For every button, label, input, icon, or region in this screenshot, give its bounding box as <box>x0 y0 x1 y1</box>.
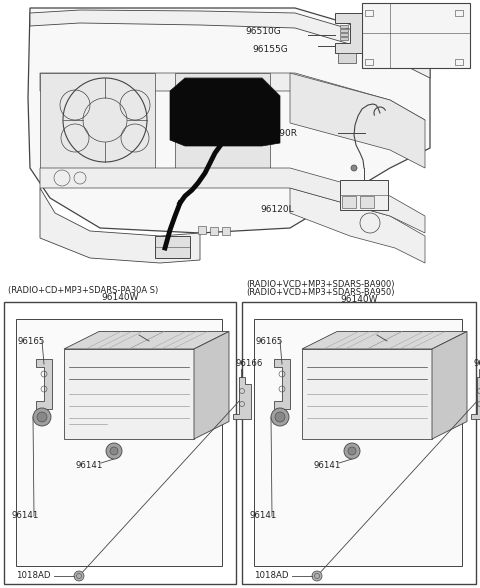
Bar <box>365 10 373 16</box>
Polygon shape <box>175 73 270 168</box>
Text: 96155G: 96155G <box>252 45 288 54</box>
Bar <box>365 59 373 65</box>
Circle shape <box>275 412 285 422</box>
Text: 96166: 96166 <box>473 359 480 369</box>
Polygon shape <box>233 377 251 419</box>
Bar <box>455 59 463 65</box>
Polygon shape <box>40 188 200 263</box>
Text: 96141: 96141 <box>314 460 341 469</box>
Polygon shape <box>274 359 290 409</box>
Polygon shape <box>30 10 430 78</box>
Text: 96165: 96165 <box>256 336 283 346</box>
Polygon shape <box>64 349 194 439</box>
Text: 96141: 96141 <box>12 512 39 520</box>
Text: 1018AD: 1018AD <box>254 572 288 580</box>
Circle shape <box>33 408 51 426</box>
Text: 96100S: 96100S <box>119 336 152 346</box>
Polygon shape <box>302 332 467 349</box>
Polygon shape <box>194 332 229 439</box>
Bar <box>2 3 478 293</box>
Text: 96166: 96166 <box>235 359 263 369</box>
Bar <box>254 319 462 566</box>
Polygon shape <box>36 359 52 409</box>
Circle shape <box>348 447 356 455</box>
Polygon shape <box>302 349 432 439</box>
Bar <box>338 53 356 63</box>
Polygon shape <box>28 8 430 233</box>
Circle shape <box>312 571 322 581</box>
Text: 96100S: 96100S <box>357 336 390 346</box>
Polygon shape <box>290 73 425 168</box>
Text: 96120L: 96120L <box>260 205 294 215</box>
Circle shape <box>106 443 122 459</box>
Text: 96190R: 96190R <box>262 129 297 138</box>
Bar <box>4 302 236 584</box>
Text: (RADIO+VCD+MP3+SDARS-BA900): (RADIO+VCD+MP3+SDARS-BA900) <box>246 279 395 289</box>
Polygon shape <box>40 73 425 138</box>
Polygon shape <box>432 332 467 439</box>
Circle shape <box>110 447 118 455</box>
Text: 96141: 96141 <box>76 460 103 469</box>
Bar <box>340 29 348 32</box>
Circle shape <box>271 408 289 426</box>
Bar <box>210 227 218 235</box>
Text: (RADIO+CD+MP3+SDARS-PA30A S): (RADIO+CD+MP3+SDARS-PA30A S) <box>8 286 158 295</box>
Polygon shape <box>471 377 480 419</box>
Bar <box>362 3 470 68</box>
Polygon shape <box>64 332 229 349</box>
Text: 1018AD: 1018AD <box>16 572 50 580</box>
Circle shape <box>37 412 47 422</box>
Bar <box>16 319 222 566</box>
Polygon shape <box>335 13 362 53</box>
Circle shape <box>74 571 84 581</box>
Bar <box>198 226 206 234</box>
Bar <box>155 236 190 258</box>
Bar <box>340 33 348 36</box>
Bar <box>455 10 463 16</box>
Bar <box>342 196 356 208</box>
Polygon shape <box>290 188 425 263</box>
Circle shape <box>344 443 360 459</box>
Text: 96140W: 96140W <box>101 293 139 302</box>
Text: 96165: 96165 <box>18 336 46 346</box>
Polygon shape <box>40 73 155 168</box>
Circle shape <box>351 165 357 171</box>
Bar <box>340 25 348 28</box>
Bar <box>360 196 374 208</box>
Text: 96510G: 96510G <box>245 28 281 36</box>
Polygon shape <box>40 168 425 233</box>
Bar <box>340 180 388 210</box>
Text: 96141: 96141 <box>250 512 277 520</box>
Bar <box>340 37 348 40</box>
Polygon shape <box>170 78 280 146</box>
Text: 96140W: 96140W <box>340 296 378 305</box>
Bar <box>222 227 230 235</box>
Text: (RADIO+VCD+MP3+SDARS-BA950): (RADIO+VCD+MP3+SDARS-BA950) <box>246 289 395 298</box>
Bar <box>242 302 476 584</box>
